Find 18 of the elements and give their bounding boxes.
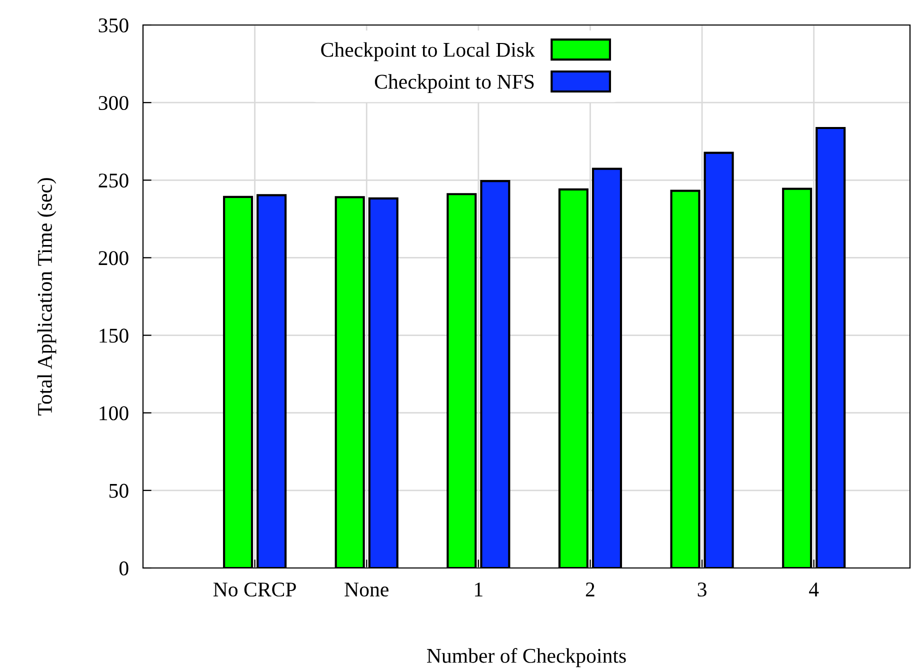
x-tick-label: 2 xyxy=(586,582,594,596)
y-tick-label: 100 xyxy=(100,406,128,420)
x-axis-title: Number of Checkpoints xyxy=(427,648,626,668)
y-tick-label: 250 xyxy=(98,174,128,188)
x-tick-label: 3 xyxy=(698,582,706,597)
legend-label: Checkpoint to Local Disk xyxy=(321,42,535,62)
y-axis-title: Total Application Time (sec) xyxy=(37,178,56,416)
legend-label: Checkpoint to NFS xyxy=(374,74,534,94)
y-tick-label: 200 xyxy=(98,251,128,266)
x-tick-label: 4 xyxy=(809,582,819,596)
x-tick-label: None xyxy=(344,582,388,597)
x-tick-label: No CRCP xyxy=(213,582,296,597)
y-tick-label: 300 xyxy=(98,96,128,110)
y-tick-label: 50 xyxy=(109,484,128,498)
y-tick-label: 350 xyxy=(98,18,128,32)
y-tick-label: 150 xyxy=(100,328,128,343)
y-tick-label: 0 xyxy=(119,561,128,576)
x-tick-label: 1 xyxy=(475,582,482,596)
